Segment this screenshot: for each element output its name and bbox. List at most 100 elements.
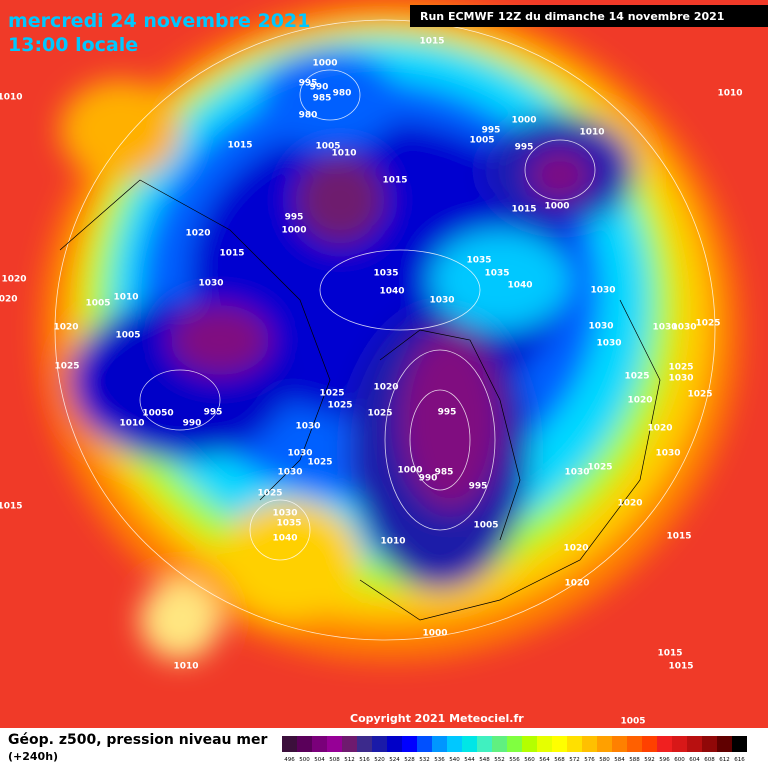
isobar-label: 1020: [0, 295, 18, 305]
isobar-label: 1000: [397, 466, 422, 476]
isobar-label: 1030: [564, 468, 589, 478]
colorbar-swatch: [357, 736, 372, 752]
colorbar-label: 568: [554, 757, 565, 763]
colorbar-swatch: [432, 736, 447, 752]
colorbar-label: 528: [404, 757, 415, 763]
isobar-label: 1000: [281, 226, 306, 236]
colorbar-swatch: [567, 736, 582, 752]
colorbar-label: 496: [284, 757, 295, 763]
colorbar-swatch: [312, 736, 327, 752]
colorbar-swatch: [657, 736, 672, 752]
isobar-label: 1015: [227, 141, 252, 151]
colorbar-swatch: [327, 736, 342, 752]
legend-description: Géop. z500, pression niveau mer: [8, 732, 267, 748]
isobar-label: 995: [469, 482, 488, 492]
colorbar-label: 604: [689, 757, 700, 763]
colorbar: 496 500 504 508 512 516 520 524 528 532 536 540 544 5…: [282, 736, 747, 763]
subtitle: 13:00 locale: [8, 34, 138, 56]
colorbar-label: 600: [674, 757, 685, 763]
isobars: [54, 19, 716, 641]
colorbar-label: 592: [644, 757, 655, 763]
isobar-label: 1010: [717, 89, 742, 99]
isobar-label: 1015: [666, 532, 691, 542]
isobar-label: 1015: [382, 176, 407, 186]
isobar-label: 10050: [142, 409, 173, 419]
colorbar-swatch: [732, 736, 747, 752]
isobar-label: 1030: [655, 449, 680, 459]
run-banner: [410, 5, 768, 27]
isobar-label: 1025: [695, 319, 720, 329]
colorbar-swatch: [522, 736, 537, 752]
isobar-label: 995: [299, 79, 318, 89]
colorbar-label: 540: [449, 757, 460, 763]
isobar-label: 1010: [113, 293, 138, 303]
isobar-label: 1010: [0, 93, 23, 103]
isobar-label: 1035: [373, 269, 398, 279]
colorbar-label: 548: [479, 757, 490, 763]
colorbar-label: 588: [629, 757, 640, 763]
isobar-label: 1000: [422, 629, 447, 639]
isobar-label: 1015: [0, 502, 23, 512]
isobar-label: 1030: [652, 323, 677, 333]
isobar-label: 1030: [272, 509, 297, 519]
isobar-label: 1025: [257, 489, 282, 499]
isobar-label: 990: [419, 474, 438, 484]
isobar-label: 1015: [219, 249, 244, 259]
isobar-label: 1030: [596, 339, 621, 349]
colorbar-label: 508: [329, 757, 340, 763]
colorbar-label: 552: [494, 757, 505, 763]
isobar-label: 1025: [668, 363, 693, 373]
colorbar-swatch: [417, 736, 432, 752]
isobar-label: 1030: [590, 286, 615, 296]
isobar-label: 1030: [295, 422, 320, 432]
isobar-label: 1035: [276, 519, 301, 529]
title: mercredi 24 novembre 2021: [8, 10, 310, 32]
isobar-label: 1020: [1, 275, 26, 285]
colorbar-swatch: [342, 736, 357, 752]
colorbar-label: 612: [719, 757, 730, 763]
isobar-label: 1010: [173, 662, 198, 672]
isobar-label: 1040: [379, 287, 404, 297]
colorbar-swatch: [492, 736, 507, 752]
colorbar-swatch: [597, 736, 612, 752]
colorbar-swatch: [387, 736, 402, 752]
colorbar-swatch: [402, 736, 417, 752]
colorbar-swatch: [612, 736, 627, 752]
colorbar-label: 520: [374, 757, 385, 763]
isobar-label: 1030: [588, 322, 613, 332]
isobar-label: 1025: [624, 372, 649, 382]
isobar-label: 995: [285, 213, 304, 223]
colorbar-label: 564: [539, 757, 550, 763]
isobar-label: 1010: [380, 537, 405, 547]
isobar-label: 1020: [647, 424, 672, 434]
colorbar-swatch: [462, 736, 477, 752]
lead-time: (+240h): [8, 750, 58, 763]
isobar-label: 1040: [507, 281, 532, 291]
isobar-label: 1035: [466, 256, 491, 266]
colorbar-label: 616: [734, 757, 745, 763]
isobar-label: 1010: [331, 149, 356, 159]
isobar-label: 1025: [587, 463, 612, 473]
isobar-label: 1025: [319, 389, 344, 399]
isobar-label: 995: [204, 408, 223, 418]
isobar-label: 1020: [617, 499, 642, 509]
isobar-label: 1005: [469, 136, 494, 146]
colorbar-label: 556: [509, 757, 520, 763]
colorbar-swatch: [282, 736, 297, 752]
colorbar-swatch: [297, 736, 312, 752]
colorbar-label: 500: [299, 757, 310, 763]
isobar-label: 1005: [115, 331, 140, 341]
isobar-label: 1020: [373, 383, 398, 393]
colorbar-label: 608: [704, 757, 715, 763]
isobar-label: 990: [310, 83, 329, 93]
isobar-label: 1015: [511, 205, 536, 215]
colorbar-swatch: [477, 736, 492, 752]
isobar-label: 1010: [579, 128, 604, 138]
isobar-label: 1020: [53, 323, 78, 333]
colorbar-label: 560: [524, 757, 535, 763]
copyright: Copyright 2021 Meteociel.fr: [350, 712, 524, 725]
isobar-label: 1025: [307, 458, 332, 468]
isobar-label: 1020: [564, 579, 589, 589]
colorbar-swatch: [702, 736, 717, 752]
